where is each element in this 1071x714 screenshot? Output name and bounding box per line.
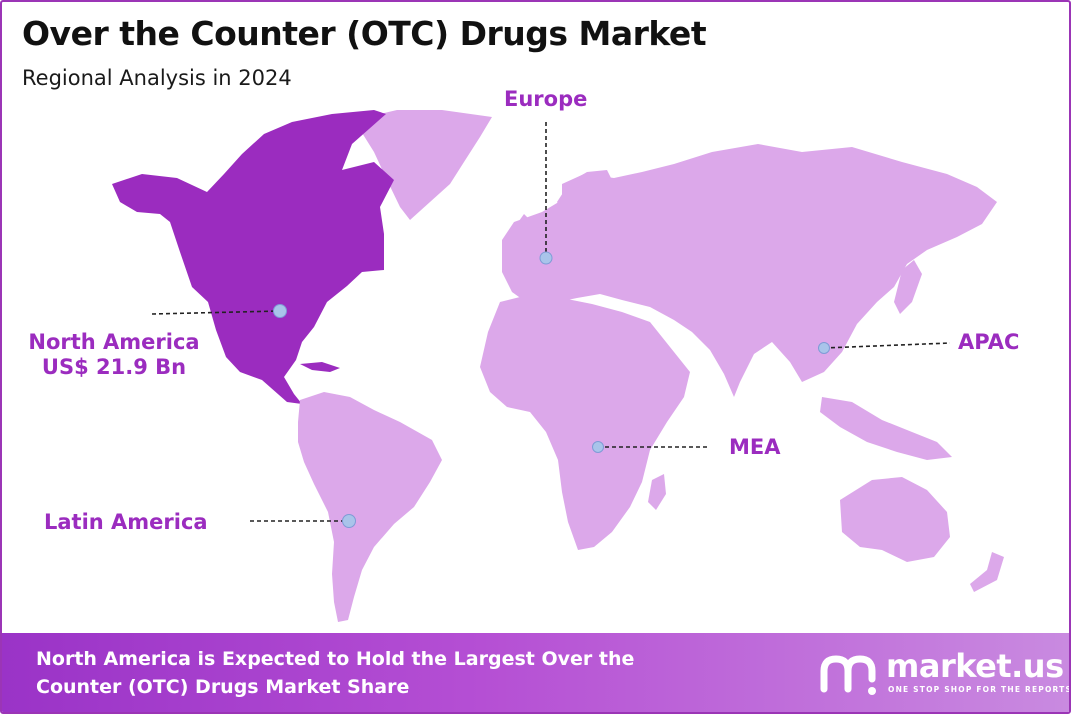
label-apac: APAC xyxy=(958,330,1020,354)
page-title: Over the Counter (OTC) Drugs Market xyxy=(22,14,707,53)
page-subtitle: Regional Analysis in 2024 xyxy=(22,66,292,90)
region-madagascar xyxy=(648,474,666,510)
footer-banner: North America is Expected to Hold the La… xyxy=(2,633,1069,712)
brand-name: market.us xyxy=(886,647,1064,685)
region-japan xyxy=(894,260,922,314)
label-europe: Europe xyxy=(504,87,588,111)
region-africa xyxy=(480,294,690,550)
region-australia xyxy=(840,477,950,562)
region-latin-america xyxy=(298,392,442,622)
label-latin-america: Latin America xyxy=(44,510,208,534)
marker-mea xyxy=(592,441,604,453)
marker-europe xyxy=(539,251,553,265)
label-north-america-value: US$ 21.9 Bn xyxy=(41,355,187,380)
region-scandinavia xyxy=(557,170,614,222)
region-north-america xyxy=(112,110,394,404)
world-map xyxy=(112,110,1004,622)
region-caribbean xyxy=(300,362,340,372)
marker-latin-america xyxy=(342,514,356,528)
callout-line-north-america xyxy=(151,310,281,315)
region-greenland xyxy=(354,110,492,220)
marker-apac xyxy=(818,342,830,354)
label-mea: MEA xyxy=(729,435,781,459)
region-uk xyxy=(514,214,532,244)
label-north-america-name: North America xyxy=(28,330,200,354)
callout-line-apac xyxy=(823,342,951,349)
brand: market.us ONE STOP SHOP FOR THE REPORTS xyxy=(820,647,1069,699)
label-north-america: North America US$ 21.9 Bn xyxy=(20,330,208,380)
marker-north-america xyxy=(273,304,287,318)
region-eurasia xyxy=(502,144,997,397)
region-new-zealand xyxy=(970,552,1004,592)
brand-tagline: ONE STOP SHOP FOR THE REPORTS xyxy=(888,685,1071,694)
market-us-logo-icon xyxy=(820,655,876,695)
footer-statement: North America is Expected to Hold the La… xyxy=(36,648,635,698)
region-se-asia-islands xyxy=(820,397,952,460)
